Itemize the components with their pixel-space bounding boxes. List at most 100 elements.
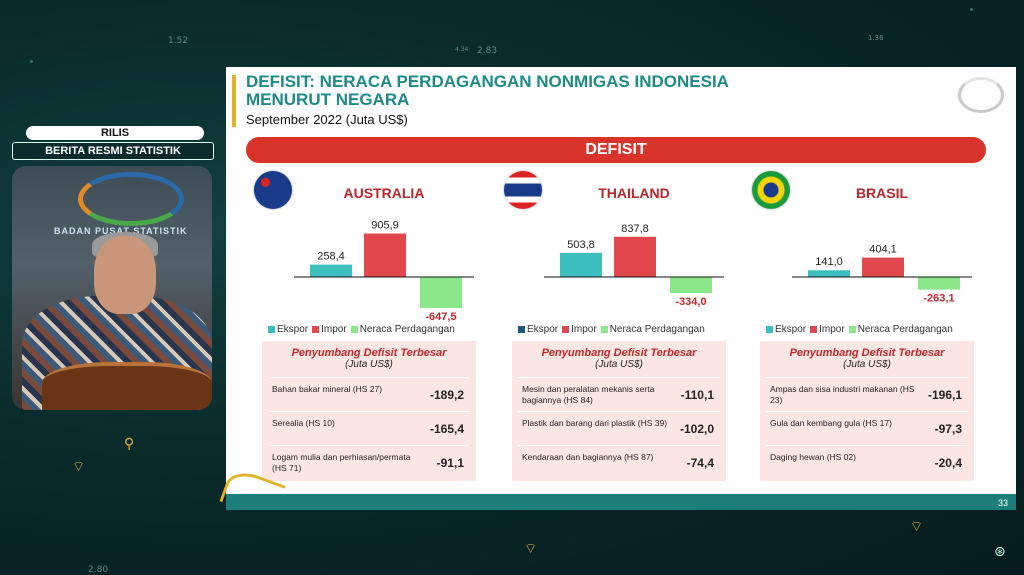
legend-label-ekspor: Ekspor bbox=[527, 324, 559, 335]
row-value: -196,1 bbox=[927, 388, 962, 402]
bg-number: 2.83 bbox=[477, 46, 498, 56]
chart-svg: 258,4 905,9 -647,5 bbox=[294, 220, 474, 323]
table-header: Penyumbang Defisit Terbesar bbox=[789, 347, 945, 359]
row-label: Plastik dan barang dari plastik (HS 39) bbox=[522, 418, 668, 428]
bar-ekspor bbox=[808, 270, 850, 277]
bar-neraca bbox=[420, 277, 462, 309]
contributors-table: Penyumbang Defisit Terbesar (Juta US$) Mes… bbox=[512, 341, 726, 481]
bg-dot bbox=[970, 8, 973, 11]
legend-swatch-impor bbox=[562, 325, 570, 333]
table-unit: (Juta US$) bbox=[345, 359, 393, 370]
row-label: Gula dan kembang gula (HS 17) bbox=[770, 418, 892, 428]
bg-number: 1.52 bbox=[168, 36, 189, 46]
table-unit: (Juta US$) bbox=[843, 359, 891, 370]
row-value: -74,4 bbox=[686, 456, 714, 470]
legend-label-neraca: Neraca Perdagangan bbox=[857, 324, 953, 335]
country-name: AUSTRALIA bbox=[343, 185, 425, 201]
table-header: Penyumbang Defisit Terbesar bbox=[541, 347, 697, 359]
row-value: -110,1 bbox=[680, 388, 714, 402]
row-label: Logam mulia dan perhiasan/permata (HS 71… bbox=[272, 452, 411, 473]
slide-footer bbox=[226, 494, 1016, 510]
row-label: Daging hewan (HS 02) bbox=[770, 452, 856, 462]
table-row: Daging hewan (HS 02) -20,4 bbox=[766, 445, 968, 480]
data-label-neraca: -263,1 bbox=[923, 293, 954, 305]
rilis-badge: RILIS bbox=[26, 126, 204, 140]
chart-legend: Ekspor Impor Neraca Perdagangan bbox=[762, 324, 976, 335]
row-value: -20,4 bbox=[934, 456, 962, 470]
bps-logo-icon bbox=[958, 77, 1004, 113]
slide: DEFISIT: NERACA PERDAGANGAN NONMIGAS IND… bbox=[219, 67, 1016, 521]
bg-number: 2.80 bbox=[88, 565, 109, 575]
location-pin-icon: ⚲ bbox=[124, 436, 135, 452]
slide-subtitle: September 2022 (Juta US$) bbox=[246, 112, 408, 127]
legend-swatch-neraca bbox=[600, 325, 608, 333]
bar-impor bbox=[364, 233, 406, 277]
title-line: MENURUT NEGARA bbox=[246, 90, 410, 109]
bar-neraca bbox=[918, 277, 960, 290]
trade-chart: 141,0 404,1 -263,1 bbox=[762, 205, 974, 325]
wifi-icon: ⌔ bbox=[72, 459, 86, 475]
legend-label-ekspor: Ekspor bbox=[277, 324, 309, 335]
chart-svg: 503,8 837,8 -334,0 bbox=[544, 223, 724, 308]
legend-label-ekspor: Ekspor bbox=[775, 324, 807, 335]
bg-dot bbox=[30, 60, 33, 63]
row-label: Kendaraan dan bagiannya (HS 87) bbox=[522, 452, 654, 462]
table-row: Kendaraan dan bagiannya (HS 87) -74,4 bbox=[518, 445, 720, 480]
bar-ekspor bbox=[310, 264, 352, 277]
legend-label-impor: Impor bbox=[571, 324, 597, 335]
table-row: Serealia (HS 10) -165,4 bbox=[268, 411, 470, 446]
country-name: BRASIL bbox=[855, 185, 909, 201]
data-label-impor: 905,9 bbox=[371, 220, 399, 232]
data-label-ekspor: 141,0 bbox=[815, 256, 843, 268]
bar-impor bbox=[614, 236, 656, 277]
chart-svg: 141,0 404,1 -263,1 bbox=[792, 244, 972, 305]
program-title: BERITA RESMI STATISTIK bbox=[12, 142, 214, 160]
table-row: Logam mulia dan perhiasan/permata (HS 71… bbox=[268, 445, 470, 480]
video-caption: BADAN PUSAT STATISTIK bbox=[54, 226, 188, 236]
presenter-video: BADAN PUSAT STATISTIK bbox=[12, 166, 212, 410]
row-value: -97,3 bbox=[934, 422, 962, 436]
country-card-brasil: BRASIL 141,0 404,1 -263,1 Ekspor Impor Neraca … bbox=[752, 171, 974, 483]
wifi-icon: ⌔ bbox=[910, 519, 924, 535]
data-label-impor: 837,8 bbox=[621, 223, 649, 235]
row-value: -189,2 bbox=[429, 388, 464, 402]
legend-label-neraca: Neraca Perdagangan bbox=[609, 324, 705, 335]
trade-chart: 258,4 905,9 -647,5 bbox=[264, 205, 476, 325]
row-label: Serealia (HS 10) bbox=[272, 418, 335, 428]
table-row: Ampas dan sisa industri makanan (HS 23) -… bbox=[766, 377, 968, 412]
data-label-ekspor: 258,4 bbox=[317, 251, 345, 263]
podium bbox=[42, 362, 212, 410]
chart-legend: Ekspor Impor Neraca Perdagangan bbox=[264, 324, 478, 335]
legend-swatch-neraca bbox=[350, 325, 358, 333]
legend-swatch-neraca bbox=[848, 325, 856, 333]
row-label: Mesin dan peralatan mekanis serta bagian… bbox=[522, 384, 655, 405]
title-line: DEFISIT: NERACA PERDAGANGAN NONMIGAS IND… bbox=[246, 72, 729, 91]
bps-logo-icon bbox=[78, 172, 184, 226]
page-number: 33 bbox=[997, 498, 1008, 508]
wifi-icon: ⌔ bbox=[524, 541, 538, 557]
contributors-table: Penyumbang Defisit Terbesar (Juta US$) Amp… bbox=[760, 341, 974, 481]
country-card-thailand: THAILAND 503,8 837,8 -334,0 Ekspor Impor Nerac… bbox=[504, 171, 726, 483]
table-row: Mesin dan peralatan mekanis serta bagian… bbox=[518, 377, 720, 412]
data-label-impor: 404,1 bbox=[869, 244, 897, 256]
legend-swatch-ekspor bbox=[268, 325, 275, 333]
bar-impor bbox=[862, 257, 904, 277]
table-row: Bahan bakar mineral (HS 27) -189,2 bbox=[268, 377, 470, 412]
presenter-head bbox=[94, 236, 156, 314]
bar-neraca bbox=[670, 277, 712, 294]
defisit-banner: DEFISIT bbox=[246, 137, 986, 163]
bps-logo-icon: ⊛ bbox=[994, 544, 1006, 560]
row-value: -165,4 bbox=[429, 422, 464, 436]
brazil-flag-icon bbox=[752, 171, 790, 209]
title-accent-bar bbox=[232, 75, 236, 127]
row-value: -102,0 bbox=[679, 422, 714, 436]
data-label-neraca: -334,0 bbox=[675, 296, 706, 308]
slide-title: DEFISIT: NERACA PERDAGANGAN NONMIGAS IND… bbox=[246, 73, 846, 109]
bg-number: 4.34 bbox=[455, 46, 469, 53]
table-unit: (Juta US$) bbox=[595, 359, 643, 370]
legend-label-impor: Impor bbox=[819, 324, 845, 335]
table-row: Plastik dan barang dari plastik (HS 39) -… bbox=[518, 411, 720, 446]
thailand-flag-icon bbox=[504, 171, 542, 209]
bg-number: 1.36 bbox=[868, 34, 884, 42]
table-header: Penyumbang Defisit Terbesar bbox=[291, 347, 447, 359]
